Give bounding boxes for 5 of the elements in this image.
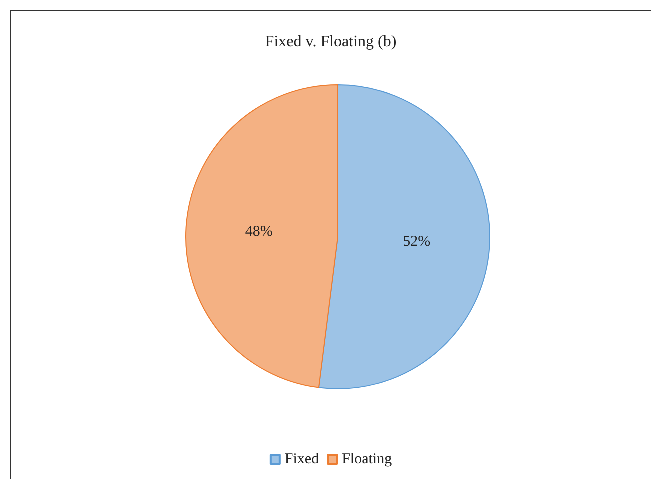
data-label: 52% xyxy=(403,234,431,250)
data-label: 48% xyxy=(245,224,273,240)
legend-label: Fixed xyxy=(284,452,320,468)
legend-label: Floating xyxy=(342,452,393,468)
chart-title: Fixed v. Floating (b) xyxy=(265,34,397,50)
